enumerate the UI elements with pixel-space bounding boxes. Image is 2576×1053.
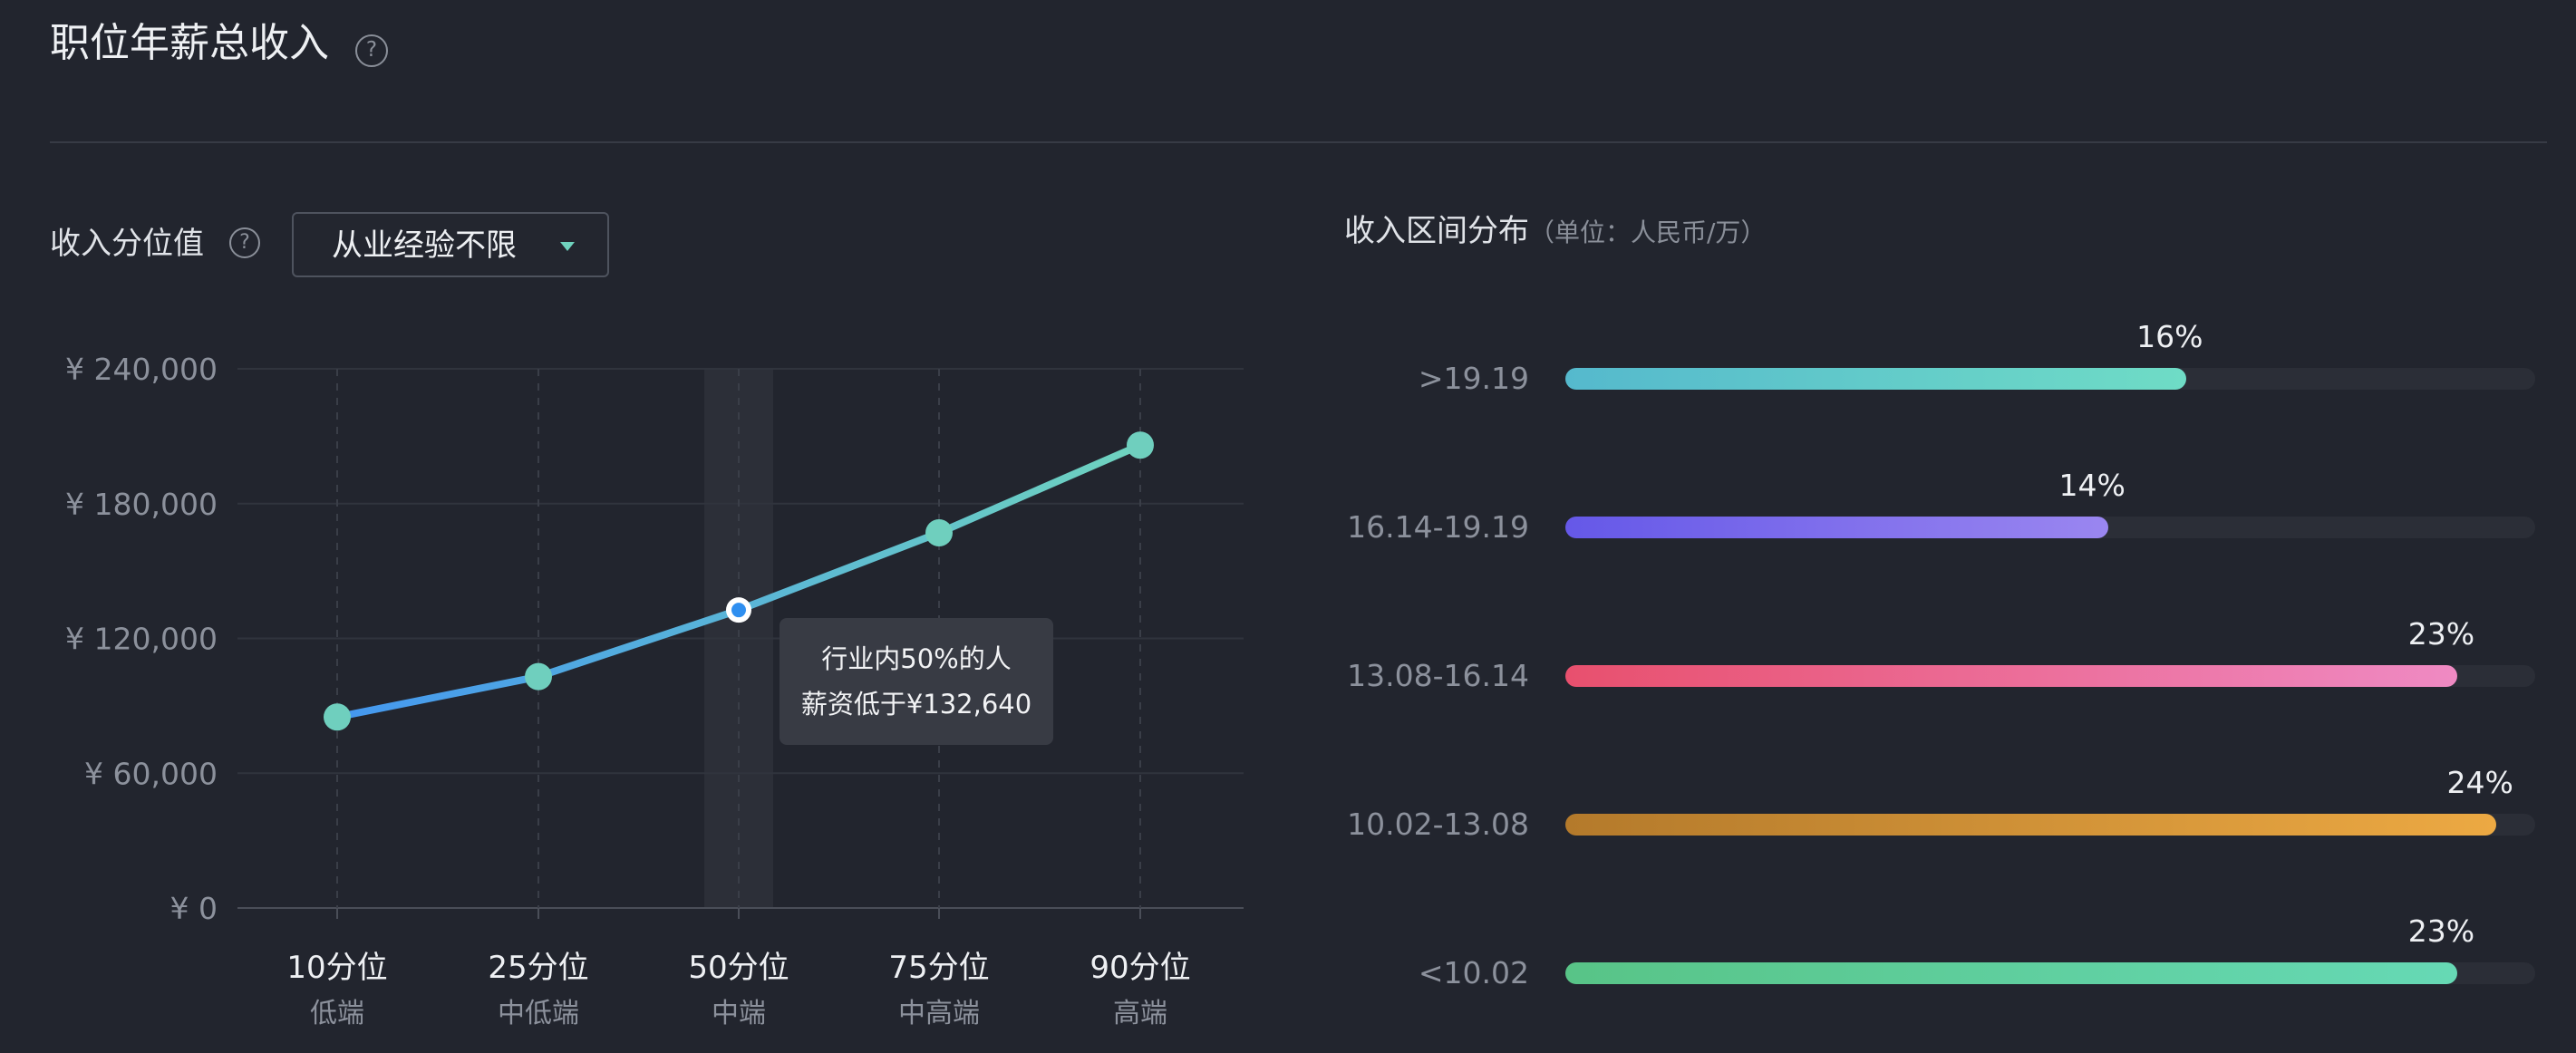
experience-filter-value: 从业经验不限 <box>332 227 517 264</box>
bar-category-label: >19.19 <box>1418 361 1529 396</box>
distribution-title: 收入区间分布（单位：人民币/万） <box>1344 208 1766 256</box>
y-tick-label: ¥ 120,000 <box>65 622 218 657</box>
bar-value-label: 14% <box>2058 468 2126 503</box>
bar-fill <box>1565 517 2109 538</box>
caret-down-icon <box>560 242 575 251</box>
x-category-sublabel: 高端 <box>1113 998 1167 1029</box>
bar-fill <box>1565 665 2458 687</box>
bar-value-label: 23% <box>2407 616 2475 652</box>
y-tick-label: ¥ 240,000 <box>65 352 218 387</box>
bar-category-label: 13.08-16.14 <box>1347 658 1529 693</box>
bar-track <box>1565 962 2535 984</box>
bar-category-label: <10.02 <box>1418 955 1529 990</box>
bar-track <box>1565 665 2535 687</box>
distribution-row: 10.02-13.08 24% <box>0 763 2576 854</box>
bar-fill <box>1565 368 2186 390</box>
y-tick-label: ¥ 180,000 <box>65 487 218 522</box>
bar-fill <box>1565 962 2458 984</box>
percentile-help-icon[interactable]: ? <box>229 227 260 258</box>
data-point <box>324 703 351 731</box>
bar-value-label: 23% <box>2407 913 2475 949</box>
x-category-label: 25分位 <box>488 950 588 986</box>
bar-track <box>1565 517 2535 538</box>
bar-value-label: 24% <box>2446 765 2513 800</box>
experience-filter-select[interactable]: 从业经验不限 <box>292 212 609 277</box>
x-category-label: 90分位 <box>1089 950 1190 986</box>
x-category-sublabel: 中端 <box>712 998 766 1029</box>
bar-category-label: 10.02-13.08 <box>1347 807 1529 842</box>
x-category-sublabel: 低端 <box>310 998 364 1029</box>
percentile-line-chart: ¥ 0 ¥ 60,000 ¥ 120,000 ¥ 180,000 ¥ 240,000 10… <box>65 352 1244 1029</box>
distribution-unit: （单位：人民币/万） <box>1529 217 1767 247</box>
distribution-row: >19.19 16% <box>0 317 2576 408</box>
highlight-point <box>731 603 746 618</box>
help-icon[interactable]: ? <box>355 34 388 67</box>
page-title: 职位年薪总收入 <box>50 20 329 66</box>
y-tick-label: ¥ 0 <box>170 891 218 926</box>
distribution-row: 13.08-16.14 23% <box>0 614 2576 705</box>
bar-value-label: 16% <box>2136 319 2203 354</box>
x-category-label: 10分位 <box>286 950 387 986</box>
y-tick-label: ¥ 60,000 <box>84 756 218 791</box>
tooltip-line-2: 薪资低于¥132,640 <box>800 689 1032 720</box>
tooltip-line-1: 行业内50%的人 <box>821 643 1012 674</box>
bar-track <box>1565 814 2535 836</box>
distribution-row: <10.02 23% <box>0 912 2576 1002</box>
data-point <box>1127 431 1154 459</box>
x-category-sublabel: 中高端 <box>898 998 980 1029</box>
bar-category-label: 16.14-19.19 <box>1347 509 1529 545</box>
bar-track <box>1565 368 2535 390</box>
distribution-title-text: 收入区间分布 <box>1344 213 1529 249</box>
distribution-row: 16.14-19.19 14% <box>0 466 2576 556</box>
data-point <box>925 518 953 546</box>
x-category-label: 50分位 <box>688 950 789 986</box>
data-point <box>525 662 552 691</box>
x-category-label: 75分位 <box>888 950 989 986</box>
divider <box>50 141 2547 143</box>
bar-fill <box>1565 814 2497 836</box>
median-tooltip: 行业内50%的人 薪资低于¥132,640 <box>780 618 1053 745</box>
percentile-section-label: 收入分位值 <box>50 226 204 262</box>
x-category-sublabel: 中低端 <box>498 998 579 1029</box>
